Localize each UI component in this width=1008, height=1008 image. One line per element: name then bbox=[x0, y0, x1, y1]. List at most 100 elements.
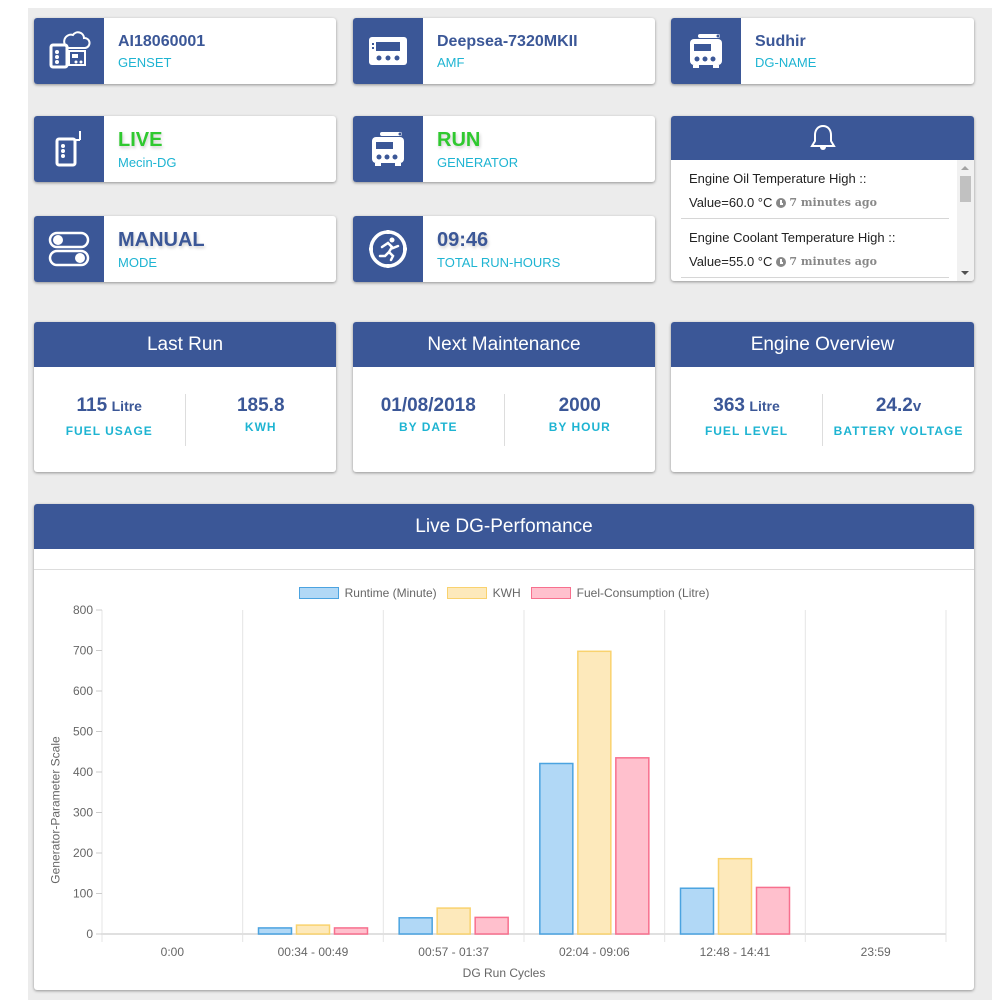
x-axis-title: DG Run Cycles bbox=[462, 966, 546, 980]
last-run-title: Last Run bbox=[34, 322, 336, 367]
svg-text:00:57 - 01:37: 00:57 - 01:37 bbox=[418, 945, 489, 959]
generator-icon bbox=[353, 116, 423, 182]
bar-runtime-minute-[interactable] bbox=[257, 927, 293, 935]
controller-panel-icon bbox=[353, 18, 423, 84]
fuel-usage-stat: 115 Litre FUEL USAGE bbox=[34, 394, 185, 446]
remote-device-icon bbox=[34, 116, 104, 182]
run-hours-card: 09:46 TOTAL RUN-HOURS bbox=[353, 216, 655, 282]
connection-status: LIVE bbox=[118, 129, 163, 151]
mode-label: MODE bbox=[118, 255, 157, 270]
alerts-scrollbar[interactable] bbox=[957, 160, 974, 281]
kwh-stat: 185.8 KWH bbox=[184, 393, 337, 446]
run-hours-label: TOTAL RUN-HOURS bbox=[437, 255, 561, 270]
svg-text:800: 800 bbox=[73, 603, 93, 617]
clock-icon bbox=[776, 257, 787, 267]
scroll-up-arrow-icon[interactable] bbox=[961, 166, 969, 170]
amf-card: Deepsea-7320MKII AMF bbox=[353, 18, 655, 84]
svg-text:0: 0 bbox=[86, 927, 93, 941]
svg-text:400: 400 bbox=[73, 765, 93, 779]
alert-title: Engine Coolant Temperature High :: bbox=[689, 230, 896, 245]
dg-name-label: DG-NAME bbox=[755, 55, 817, 70]
legend-label: Runtime (Minute) bbox=[344, 586, 437, 600]
battery-voltage-label: BATTERY VOLTAGE bbox=[833, 423, 964, 438]
maintenance-date-value: 01/08/2018 bbox=[380, 394, 476, 416]
bar-kwh[interactable] bbox=[436, 907, 471, 935]
alert-value: Value=55.0 °C bbox=[689, 254, 773, 269]
svg-text:700: 700 bbox=[73, 644, 93, 658]
maintenance-hour-stat: 2000 BY HOUR bbox=[503, 393, 656, 446]
bar-fuel-consumption-litre-[interactable] bbox=[474, 916, 509, 935]
device-name: Mecin-DG bbox=[118, 155, 177, 170]
alert-value: Value=60.0 °C bbox=[689, 195, 773, 210]
bar-chart-plot: 0 100 200 300 400 500 600 700 800 0:00 00:34 - 00:… bbox=[73, 603, 947, 959]
genset-icon bbox=[34, 18, 104, 84]
legend-label: Fuel-Consumption (Litre) bbox=[576, 586, 710, 600]
toggle-switches-icon bbox=[34, 216, 104, 282]
fuel-usage-unit: Litre bbox=[111, 397, 142, 414]
last-run-card: Last Run 115 Litre FUEL USAGE 185.8 KWH bbox=[34, 322, 336, 472]
bar-kwh[interactable] bbox=[295, 924, 331, 935]
bar-fuel-consumption-litre-[interactable] bbox=[333, 927, 369, 935]
performance-chart: Runtime (Minute) KWH Fuel-Consumption (L… bbox=[34, 570, 974, 990]
svg-text:600: 600 bbox=[73, 684, 93, 698]
svg-text:500: 500 bbox=[73, 725, 93, 739]
dg-name-card: Sudhir DG-NAME bbox=[671, 18, 974, 84]
fuel-level-unit: Litre bbox=[749, 397, 780, 414]
fuel-level-value: 363 bbox=[713, 394, 745, 416]
maintenance-date-label: BY DATE bbox=[398, 419, 458, 434]
next-maintenance-card: Next Maintenance 01/08/2018 BY DATE 2000… bbox=[353, 322, 655, 472]
bar-fuel-consumption-litre-[interactable] bbox=[615, 757, 650, 935]
maintenance-date-stat: 01/08/2018 BY DATE bbox=[353, 394, 504, 446]
generator-label: GENERATOR bbox=[437, 155, 519, 170]
svg-text:12:48 - 14:41: 12:48 - 14:41 bbox=[700, 945, 771, 959]
legend-item-fuel[interactable]: Fuel-Consumption (Litre) bbox=[530, 586, 710, 600]
battery-voltage-stat: 24.2v BATTERY VOLTAGE bbox=[822, 393, 974, 446]
genset-id: AI18060001 bbox=[118, 33, 206, 50]
bar-runtime-minute-[interactable] bbox=[398, 917, 433, 935]
scroll-down-arrow-icon[interactable] bbox=[961, 271, 969, 275]
bar-kwh[interactable] bbox=[717, 857, 753, 935]
chart-legend: Runtime (Minute) KWH Fuel-Consumption (L… bbox=[34, 586, 974, 600]
legend-item-kwh[interactable]: KWH bbox=[446, 586, 521, 600]
bar-fuel-consumption-litre-[interactable] bbox=[755, 886, 791, 935]
bar-runtime-minute-[interactable] bbox=[679, 887, 715, 935]
svg-text:200: 200 bbox=[73, 846, 93, 860]
fuel-usage-value: 115 bbox=[76, 394, 108, 416]
legend-label: KWH bbox=[492, 586, 521, 600]
battery-voltage-unit: v bbox=[912, 397, 922, 415]
fuel-usage-label: FUEL USAGE bbox=[65, 423, 153, 438]
alerts-panel: Engine Oil Temperature High :: Value=60.… bbox=[671, 116, 974, 281]
legend-swatch bbox=[298, 587, 339, 599]
fuel-level-label: FUEL LEVEL bbox=[704, 423, 789, 438]
amf-label: AMF bbox=[437, 55, 465, 70]
genset-card: AI18060001 GENSET bbox=[34, 18, 336, 84]
mode-card: MANUAL MODE bbox=[34, 216, 336, 282]
total-run-hours: 09:46 bbox=[437, 229, 489, 251]
operating-mode: MANUAL bbox=[118, 229, 205, 251]
genset-label: GENSET bbox=[118, 55, 172, 70]
svg-text:02:04 - 09:06: 02:04 - 09:06 bbox=[559, 945, 630, 959]
legend-item-runtime[interactable]: Runtime (Minute) bbox=[298, 586, 437, 600]
dashboard: AI18060001 GENSET Deepsea-7320MKII AMF bbox=[28, 8, 992, 1000]
svg-text:0:00: 0:00 bbox=[161, 945, 185, 959]
bar-runtime-minute-[interactable] bbox=[539, 762, 574, 935]
dg-name: Sudhir bbox=[755, 33, 806, 50]
maintenance-hour-label: BY HOUR bbox=[548, 419, 611, 434]
svg-text:00:34 - 00:49: 00:34 - 00:49 bbox=[278, 945, 349, 959]
battery-voltage-value: 24.2 bbox=[875, 394, 913, 416]
alert-item[interactable]: Engine Coolant Temperature High :: Value… bbox=[681, 219, 949, 278]
generator-icon bbox=[671, 18, 741, 84]
scrollbar-thumb[interactable] bbox=[960, 176, 971, 202]
performance-chart-card: Live DG-Perfomance Runtime (Minute) KWH … bbox=[34, 504, 974, 990]
alerts-header[interactable] bbox=[671, 116, 974, 160]
generator-state: RUN bbox=[437, 129, 481, 151]
engine-overview-title: Engine Overview bbox=[671, 322, 974, 367]
live-status-card: LIVE Mecin-DG bbox=[34, 116, 336, 182]
bar-kwh[interactable] bbox=[577, 650, 612, 935]
amf-model: Deepsea-7320MKII bbox=[437, 33, 578, 50]
svg-text:100: 100 bbox=[73, 887, 93, 901]
alert-title: Engine Oil Temperature High :: bbox=[689, 171, 867, 186]
next-maintenance-title: Next Maintenance bbox=[353, 322, 655, 367]
alert-item[interactable]: Engine Oil Temperature High :: Value=60.… bbox=[681, 160, 949, 219]
alert-time: 7 minutes ago bbox=[789, 196, 877, 209]
